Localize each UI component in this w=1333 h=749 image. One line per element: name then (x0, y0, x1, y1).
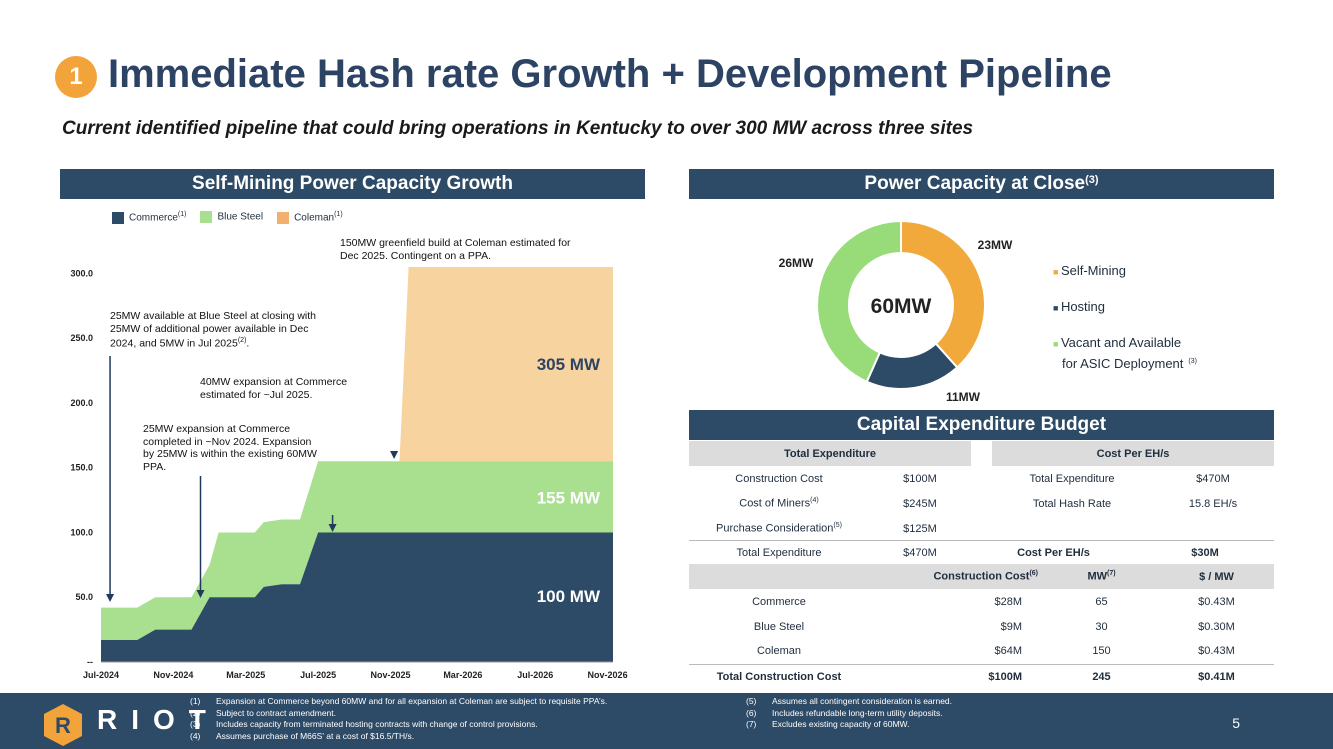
power-capacity-donut: 23MW 11MW 26MW 60MW (779, 219, 1013, 404)
riot-logo-text: RIOT (97, 704, 220, 735)
donut-legend-vacant: ■ Vacant and Available for ASIC Deploymen… (1053, 335, 1197, 372)
annotation-arrowhead (196, 590, 205, 598)
footnotes-right: (5) Assumes all contingent consideration … (746, 696, 953, 729)
x-tick-label: Nov-2025 (370, 670, 410, 680)
annotation-commerce-25: 25MW expansion at Commerce completed in … (143, 423, 317, 473)
page-subtitle: Current identified pipeline that could b… (62, 118, 974, 139)
donut-slice-label: 23MW (978, 238, 1013, 252)
donut-legend-self-mining: ■ Self-Mining (1053, 263, 1126, 278)
donut-slice-label: 11MW (946, 390, 981, 404)
summary-row: Total Expenditure $470M Cost Per EH/s $3… (736, 547, 1219, 560)
donut-legend: ■ Self-Mining ■ Hosting ■ Vacant and Ava… (1053, 262, 1197, 372)
power-capacity-title-bar: Power Capacity at Close (3) (689, 169, 1274, 199)
annotation-arrowhead (390, 451, 399, 459)
table-row: Total Expenditure $470M (1029, 472, 1230, 485)
annotation-arrowhead (106, 594, 115, 602)
capex-site-table: Total Expenditure $470M Cost Per EH/s $3… (689, 540, 1274, 566)
capex-title-bar: Capital Expenditure Budget (689, 410, 1274, 440)
x-tick-label: Jul-2024 (83, 670, 119, 680)
annotation-arrowhead (328, 524, 337, 532)
capacity-label-bluesteel: 155 MW (537, 489, 601, 508)
x-tick-label: Jul-2025 (300, 670, 336, 680)
capex-cost-per-eh-table: Cost Per EH/s Total Expenditure $470M Tot… (992, 441, 1274, 516)
legend-coleman: Coleman(1) (277, 211, 343, 224)
area-series-coleman (101, 267, 613, 608)
table-row: Commerce $28M 65 $0.43M (752, 595, 1235, 608)
donut-slice-vacant (816, 219, 902, 384)
table-row: Total Hash Rate 15.8 EH/s (1032, 497, 1238, 510)
donut-center-label: 60MW (871, 295, 932, 318)
section-badge: 1 (55, 56, 97, 98)
capex-left-header: Total Expenditure (689, 441, 971, 466)
total-row: Total Construction Cost $100M 245 $0.41M (689, 664, 1274, 689)
y-tick-label: -- (87, 657, 93, 667)
capacity-area-chart: -- 50.0 100.0 150.0 200.0 250.0 300.0 Jul-2024 N… (70, 267, 628, 680)
legend-swatch (277, 211, 290, 224)
footnotes-left: (1) Expansion at Commerce beyond 60MW and… (190, 696, 608, 741)
legend-bluesteel: Blue Steel (200, 211, 263, 224)
y-tick-label: 250.0 (70, 333, 93, 343)
table-header-row: Construction Cost(6) MW(7) $ / MW (689, 564, 1274, 589)
y-tick-label: 100.0 (70, 527, 93, 537)
capex-title: Capital Expenditure Budget (856, 414, 1107, 435)
svg-text:R: R (55, 713, 71, 738)
x-tick-label: Mar-2026 (443, 670, 482, 680)
y-tick-label: 150.0 (70, 463, 93, 473)
y-tick-label: 200.0 (70, 398, 93, 408)
x-tick-label: Nov-2026 (588, 670, 628, 680)
capacity-growth-title: Self-Mining Power Capacity Growth (192, 173, 513, 194)
donut-slice-self-mining (900, 219, 986, 369)
table-row: Cost of Miners(4) $245M (739, 497, 937, 510)
page-number: 5 (1232, 715, 1240, 731)
capex-total-table: Total Expenditure Construction Cost $100M… (689, 441, 971, 541)
annotation-bluesteel: 25MW available at Blue Steel at closing … (110, 310, 317, 350)
table-row: Purchase Consideration(5) $125M (716, 522, 937, 535)
legend-swatch (200, 211, 213, 224)
footer: R RIOT (1) Expansion at Commerce beyond 6… (0, 693, 1333, 749)
power-capacity-title: Power Capacity at Close (864, 173, 1086, 194)
annotation-coleman: 150MW greenfield build at Coleman estima… (340, 237, 571, 262)
riot-logo-icon: R (44, 704, 82, 746)
donut-slice-label: 26MW (779, 256, 814, 270)
capex-construction-table: Construction Cost(6) MW(7) $ / MW Commer… (689, 564, 1274, 689)
donut-legend-hosting: ■ Hosting (1053, 299, 1106, 314)
legend-swatch (112, 211, 124, 224)
area-series-blue-steel (101, 461, 613, 640)
table-row: Blue Steel $9M 30 $0.30M (753, 620, 1235, 633)
legend-commerce: Commerce(1) (112, 211, 186, 224)
x-tick-label: Jul-2026 (517, 670, 553, 680)
annotation-commerce-40: 40MW expansion at Commerce estimated for… (200, 376, 348, 401)
x-tick-label: Mar-2025 (226, 670, 265, 680)
table-row: Construction Cost $100M (735, 472, 937, 485)
chart-legend: Commerce(1) Blue Steel Coleman(1) (112, 211, 343, 224)
capacity-label-commerce: 100 MW (537, 587, 601, 606)
capex-right-header: Cost Per EH/s (992, 441, 1274, 466)
x-tick-label: Nov-2024 (153, 670, 193, 680)
capacity-label-coleman: 305 MW (537, 355, 601, 374)
page-title: Immediate Hash rate Growth + Development… (108, 52, 1112, 96)
table-row: Coleman $64M 150 $0.43M (756, 645, 1235, 658)
y-tick-label: 50.0 (75, 592, 93, 602)
y-tick-label: 300.0 (70, 268, 93, 278)
area-series-commerce (101, 532, 613, 662)
capacity-growth-title-bar: Self-Mining Power Capacity Growth (60, 169, 645, 199)
